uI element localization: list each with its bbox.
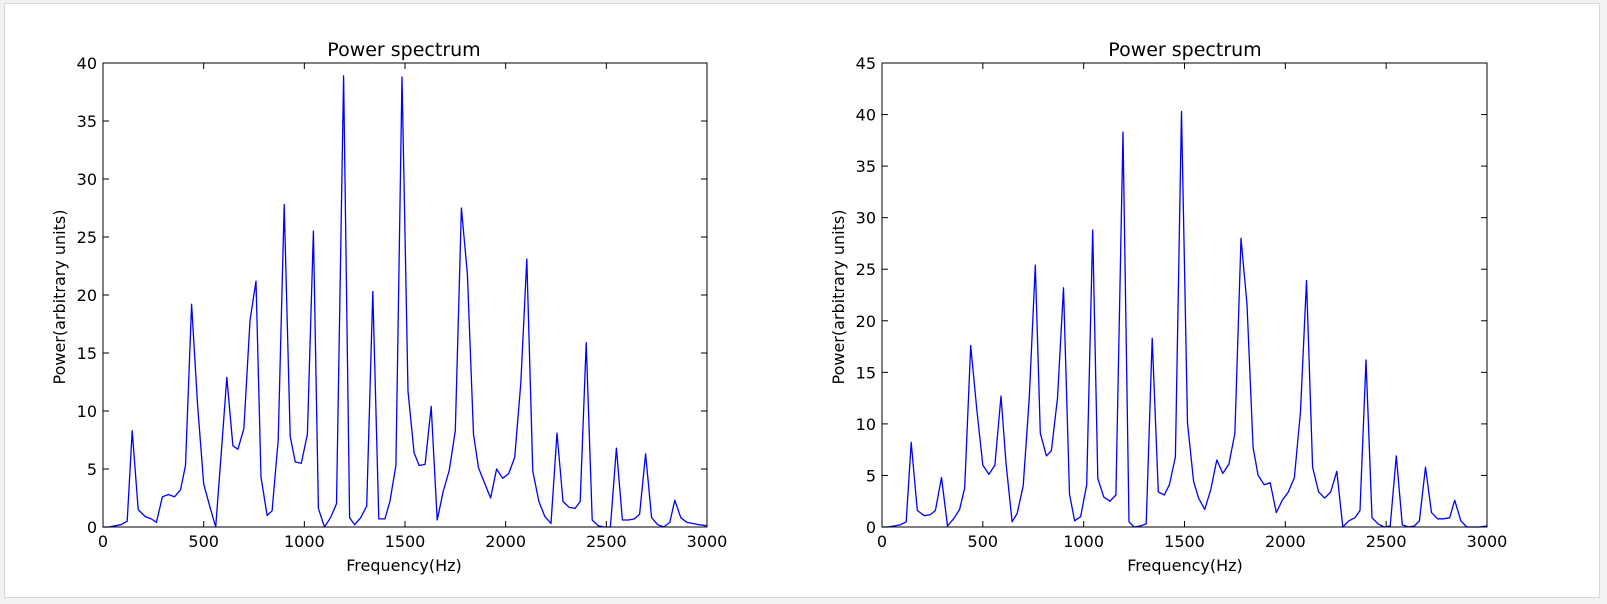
y-tick-label: 5 <box>87 460 97 479</box>
y-tick-label: 35 <box>856 157 876 176</box>
x-tick-label: 2500 <box>586 532 627 551</box>
y-tick-label: 15 <box>856 363 876 382</box>
x-tick-label: 0 <box>877 532 887 551</box>
y-tick-label: 40 <box>856 106 876 125</box>
y-axis-label: Power(arbitrary units) <box>829 210 848 385</box>
figure-canvas: Power spectrum Frequency(Hz) Power(arbit… <box>4 3 1600 598</box>
y-tick-label: 0 <box>866 518 876 537</box>
y-tick-label: 10 <box>856 415 876 434</box>
chart-title: Power spectrum <box>1108 39 1261 61</box>
x-axis-label: Frequency(Hz) <box>346 556 462 575</box>
y-tick-label: 0 <box>87 518 97 537</box>
figure-svg: Power spectrum Frequency(Hz) Power(arbit… <box>50 39 1507 575</box>
x-tick-label: 1000 <box>1063 532 1104 551</box>
y-tick-label: 40 <box>77 54 97 73</box>
y-tick-label: 35 <box>77 112 97 131</box>
x-tick-label: 2000 <box>485 532 526 551</box>
y-tick-label: 20 <box>856 312 876 331</box>
plot-frame <box>102 62 708 528</box>
series-line <box>882 110 1488 528</box>
x-tick-label: 1500 <box>1164 532 1205 551</box>
y-tick-label: 45 <box>856 54 876 73</box>
y-tick-label: 15 <box>77 344 97 363</box>
y-tick-label: 25 <box>856 260 876 279</box>
y-tick-label: 30 <box>856 209 876 228</box>
y-axis-label: Power(arbitrary units) <box>50 210 69 385</box>
y-tick-label: 20 <box>77 286 97 305</box>
y-tick-label: 30 <box>77 170 97 189</box>
x-tick-label: 1000 <box>284 532 325 551</box>
x-tick-label: 0 <box>98 532 108 551</box>
y-tick-label: 5 <box>866 466 876 485</box>
x-tick-label: 3000 <box>687 532 728 551</box>
x-tick-label: 3000 <box>1467 532 1508 551</box>
x-tick-label: 2000 <box>1265 532 1306 551</box>
x-tick-label: 2500 <box>1366 532 1407 551</box>
series-line <box>103 75 708 528</box>
y-tick-label: 25 <box>77 228 97 247</box>
chart-title: Power spectrum <box>327 39 480 61</box>
x-tick-label: 500 <box>188 532 219 551</box>
chart-left: Power spectrum Frequency(Hz) Power(arbit… <box>50 39 727 575</box>
y-tick-label: 10 <box>77 402 97 421</box>
chart-right: Power spectrum Frequency(Hz) Power(arbit… <box>829 39 1507 575</box>
x-axis-label: Frequency(Hz) <box>1127 556 1243 575</box>
x-tick-label: 1500 <box>385 532 426 551</box>
x-tick-label: 500 <box>968 532 999 551</box>
